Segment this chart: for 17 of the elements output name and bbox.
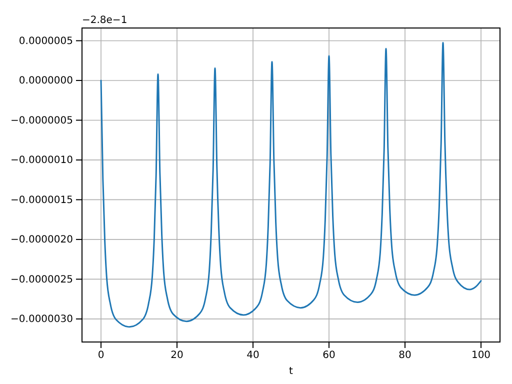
x-tick-label: 40 <box>246 350 260 362</box>
x-tick-label: 80 <box>398 350 412 362</box>
x-tick-label: 60 <box>322 350 336 362</box>
y-tick-label: −0.0000020 <box>10 234 73 246</box>
y-tick-label: −0.0000005 <box>10 115 73 126</box>
y-tick-label: 0.0000005 <box>18 36 73 47</box>
text: −2.8e−1 <box>82 15 128 26</box>
x-axis-title: t <box>289 366 294 377</box>
x-tick-label: 100 <box>471 350 491 362</box>
line-series <box>100 42 482 328</box>
y-tick-label: −0.0000010 <box>10 155 73 166</box>
y-tick-label: −0.0000025 <box>10 274 73 286</box>
x-tick-label: 20 <box>170 350 184 362</box>
y-tick-label: 0.0000000 <box>18 76 73 87</box>
y-tick-label: −0.0000030 <box>10 314 73 326</box>
y-tick-label: −0.0000015 <box>10 194 73 206</box>
x-tick-label: 0 <box>98 350 104 362</box>
